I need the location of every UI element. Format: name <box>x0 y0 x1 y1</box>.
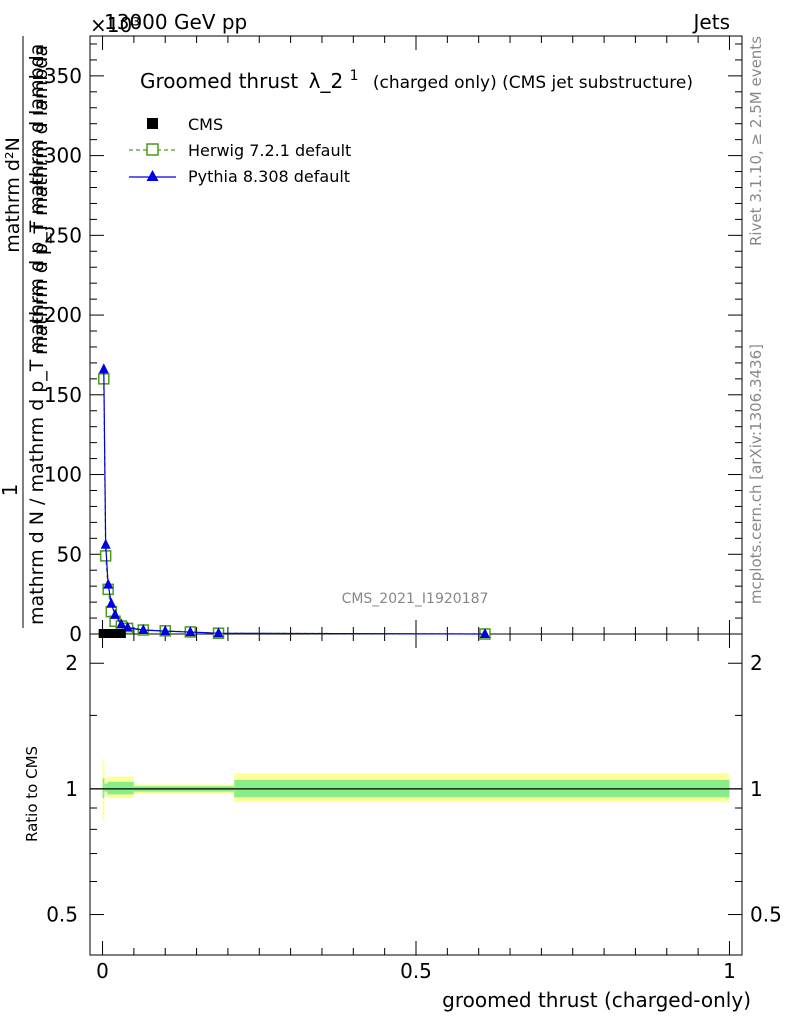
series-cms <box>98 629 126 638</box>
legend-pythia-marker <box>146 170 159 181</box>
ratio-x-axis: 0 0.5 1 <box>96 634 736 983</box>
y-tick-label: 250 <box>44 223 82 247</box>
y-tick-label: 200 <box>44 303 82 327</box>
data-point-pythia <box>138 624 149 635</box>
data-point-pythia <box>479 628 490 638</box>
legend-cms-label: CMS <box>188 115 223 134</box>
ratio-y-axis: 0.5 0.5 1 1 2 2 <box>46 651 782 926</box>
main-ylabel-denom: mathrm d p_T mathrm d lambda <box>30 45 52 355</box>
main-ylabel-bottom: mathrm d N / mathrm d p_T mathrm d p_T m… <box>26 44 48 625</box>
y-tick-label: 0 <box>69 622 82 646</box>
main-ylabel-one: 1 <box>0 484 22 497</box>
x-tick-label: 0.5 <box>400 959 432 983</box>
data-point-pythia <box>160 625 171 636</box>
ratio-y-tick-label: 1 <box>65 777 78 801</box>
ratio-y-tick-label-right: 0.5 <box>750 903 782 927</box>
plot-title-main: Groomed thrust <box>140 69 298 93</box>
analysis-id: CMS_2021_I1920187 <box>342 591 489 607</box>
ratio-y-tick-label-right: 1 <box>750 777 763 801</box>
y-tick-label: 350 <box>44 64 82 88</box>
ratio-band-inner <box>104 783 108 792</box>
x-axis-label: groomed thrust (charged-only) <box>442 988 751 1012</box>
main-ylabel-numer: mathrm d²N <box>2 137 24 253</box>
data-point-pythia <box>100 538 111 549</box>
series-pythia <box>98 363 490 638</box>
y-tick-label: 150 <box>44 383 82 407</box>
x-tick-label: 0 <box>96 959 109 983</box>
legend-herwig-marker <box>146 143 159 156</box>
ratio-y-tick-label: 2 <box>65 651 78 675</box>
rivet-label: Rivet 3.1.10, ≥ 2.5M events <box>747 36 765 246</box>
process-label: Jets <box>692 10 730 34</box>
data-point-pythia <box>103 578 114 589</box>
y-tick-label: 50 <box>57 542 82 566</box>
plot-subtitle: (charged only) (CMS jet substructure) <box>373 73 693 93</box>
ratio-band-inner <box>107 781 134 795</box>
ratio-bands <box>90 758 742 821</box>
data-point-pythia <box>185 626 196 637</box>
data-point-pythia <box>98 363 109 374</box>
legend-herwig-label: Herwig 7.2.1 default <box>188 141 351 160</box>
mcplots-label: mcplots.cern.ch [arXiv:1306.3436] <box>747 344 765 604</box>
x-tick-label: 1 <box>723 959 736 983</box>
data-point-pythia <box>106 597 117 608</box>
ratio-ylabel: Ratio to CMS <box>23 746 41 842</box>
main-y-axis: 0 50 100 150 200 250 300 350 <box>44 43 742 646</box>
legend-pythia-label: Pythia 8.308 default <box>188 167 350 186</box>
main-ylabel: 1 mathrm d²N mathrm d p_T mathrm d lambd… <box>0 36 52 628</box>
plot-title-symbol: λ_2 <box>309 69 344 93</box>
data-point-pythia <box>213 627 224 638</box>
main-x-ticks <box>102 36 730 634</box>
ratio-y-tick-label: 0.5 <box>46 903 78 927</box>
legend: CMS Herwig 7.2.1 default Pythia 8.308 de… <box>129 115 351 186</box>
y-tick-label: 300 <box>44 144 82 168</box>
energy-label: 13000 GeV pp <box>104 10 247 34</box>
plot-title-sup: 1 <box>350 68 359 84</box>
data-point-pythia <box>116 618 127 629</box>
plot-title: Groomed thrust λ_2 1 (charged only) (CMS… <box>140 61 693 93</box>
data-point-pythia <box>110 608 121 619</box>
ratio-y-tick-label-right: 2 <box>750 651 763 675</box>
y-tick-label: 100 <box>44 463 82 487</box>
data-point-cms <box>116 629 126 638</box>
legend-cms-marker <box>147 118 158 129</box>
exponent-label: ×10³ <box>90 13 140 37</box>
